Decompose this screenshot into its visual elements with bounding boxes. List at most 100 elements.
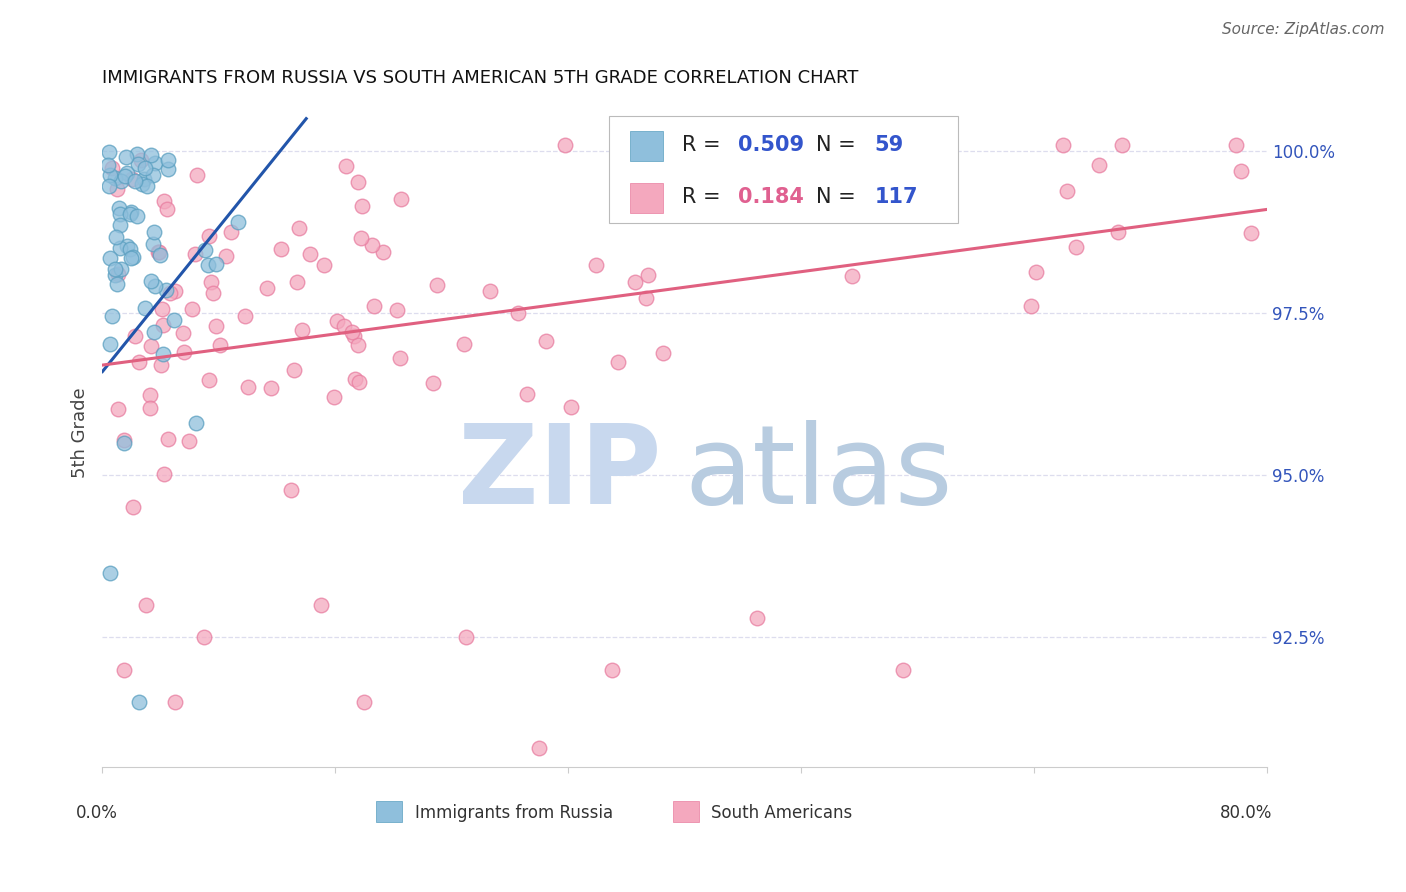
Point (122, 500, 145, 515)
Point (198, 373, 221, 387)
Point (118, 207, 141, 221)
Point (347, 375, 370, 389)
Point (426, 277, 449, 292)
Point (205, 319, 228, 334)
Point (120, 205, 142, 219)
Point (98, 251, 121, 265)
Point (135, 598, 157, 612)
Point (128, 695, 150, 709)
Point (453, 337, 475, 351)
Point (172, 326, 194, 341)
Point (219, 225, 242, 239)
Point (350, 230, 373, 244)
Point (156, 202, 179, 217)
Text: 0.184: 0.184 (738, 187, 804, 207)
Point (600, 663, 623, 677)
Point (585, 258, 607, 272)
Point (165, 284, 187, 298)
FancyBboxPatch shape (609, 116, 959, 223)
Point (141, 148, 163, 162)
Bar (630, 183, 662, 212)
Point (1240, 226, 1263, 240)
Text: N =: N = (817, 187, 863, 207)
Point (98, 336, 121, 351)
Point (347, 337, 370, 351)
Point (104, 171, 127, 186)
Point (422, 376, 444, 390)
Point (149, 247, 172, 261)
Point (112, 433, 135, 447)
Point (146, 244, 169, 259)
Point (139, 387, 162, 401)
Point (194, 243, 217, 257)
Point (280, 483, 302, 497)
Text: 0.509: 0.509 (738, 136, 804, 155)
Point (288, 221, 311, 235)
Point (110, 174, 132, 188)
Point (105, 182, 128, 196)
Point (198, 229, 221, 244)
Point (624, 275, 647, 289)
Point (136, 179, 159, 194)
Point (152, 347, 174, 361)
Point (142, 168, 165, 182)
Point (343, 372, 366, 386)
Text: 80.0%: 80.0% (1220, 804, 1272, 822)
Point (143, 279, 166, 293)
Point (98, 168, 121, 182)
Point (560, 401, 582, 415)
Point (165, 695, 187, 709)
Point (104, 230, 127, 244)
Point (112, 436, 135, 450)
Point (256, 281, 278, 295)
Point (527, 740, 550, 755)
Text: 0.0%: 0.0% (76, 804, 118, 822)
Point (131, 177, 153, 191)
Point (184, 247, 207, 261)
Point (115, 150, 138, 164)
Point (270, 242, 292, 256)
Point (184, 416, 207, 430)
Point (143, 156, 166, 170)
Point (1025, 265, 1047, 279)
Text: atlas: atlas (685, 420, 953, 527)
Text: Source: ZipAtlas.com: Source: ZipAtlas.com (1222, 22, 1385, 37)
Point (152, 318, 174, 332)
Point (157, 432, 180, 446)
Point (299, 246, 322, 260)
Bar (673, 800, 699, 822)
Point (101, 309, 124, 323)
Point (285, 275, 308, 289)
Point (1064, 239, 1087, 253)
Bar (630, 131, 662, 161)
Point (479, 284, 502, 298)
Point (335, 159, 357, 173)
Point (326, 314, 349, 328)
Text: 59: 59 (875, 136, 904, 155)
Point (236, 380, 259, 394)
Point (112, 663, 135, 677)
Point (157, 153, 180, 167)
Point (148, 245, 170, 260)
Point (127, 157, 149, 171)
Text: ZIP: ZIP (458, 420, 661, 527)
Point (291, 323, 314, 337)
Point (215, 249, 238, 263)
Point (283, 363, 305, 377)
Point (896, 198, 918, 212)
Point (226, 215, 249, 229)
Point (197, 258, 219, 272)
Point (149, 358, 172, 372)
Y-axis label: 5th Grade: 5th Grade (72, 388, 89, 478)
Point (841, 269, 863, 284)
Point (153, 467, 176, 482)
Point (155, 283, 177, 297)
Point (125, 146, 148, 161)
Text: IMMIGRANTS FROM RUSSIA VS SOUTH AMERICAN 5TH GRADE CORRELATION CHART: IMMIGRANTS FROM RUSSIA VS SOUTH AMERICAN… (103, 69, 859, 87)
Point (114, 169, 136, 183)
Point (389, 351, 412, 366)
Point (98, 566, 121, 580)
Point (637, 268, 659, 282)
Point (108, 218, 131, 232)
Text: Immigrants from Russia: Immigrants from Russia (415, 804, 613, 822)
